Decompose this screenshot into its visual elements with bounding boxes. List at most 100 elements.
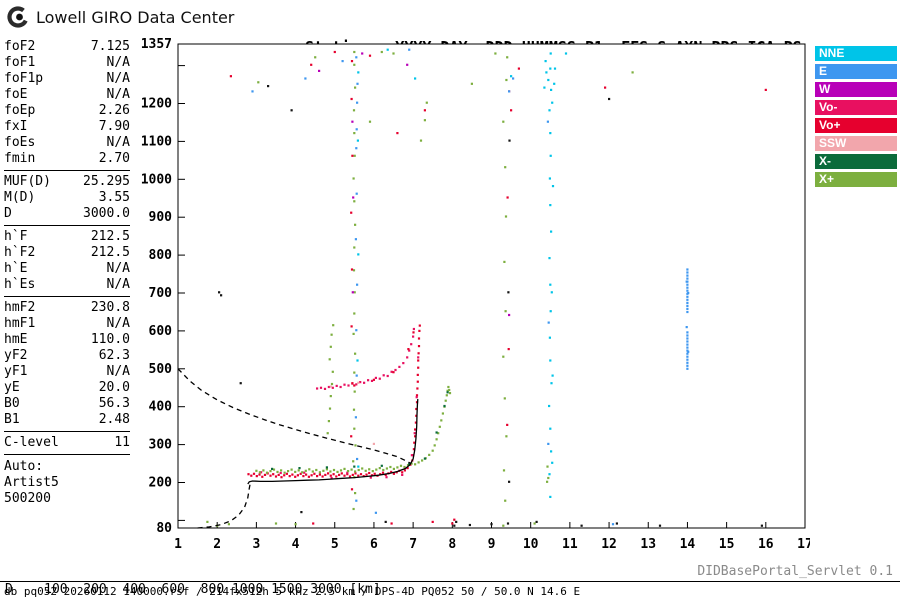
- parameter-label: foEs: [4, 135, 36, 150]
- parameter-value: 25.295: [83, 174, 130, 189]
- x-axis-label: 11: [562, 537, 578, 552]
- parameter-label: h`F2: [4, 245, 36, 260]
- series-rfi-5.5-green: [352, 50, 357, 511]
- parameter-hme: hmE 110.0: [4, 332, 130, 348]
- series-green-spread-4.9: [326, 324, 335, 435]
- series-noise-black: [218, 85, 763, 527]
- y-axis-label: 1357: [141, 37, 172, 52]
- legend-label: W: [819, 82, 831, 96]
- legend-label: X+: [819, 172, 835, 186]
- parameter-hes: h`Es N/A: [4, 277, 130, 293]
- x-axis-label: 13: [640, 537, 656, 552]
- parameter-hf: h`F 212.5: [4, 229, 130, 245]
- parameter-value: 62.3: [98, 348, 130, 363]
- x-axis: 1 2 3 4 5 6 7 8 9 10 11 12 13 14 15 16 17: [174, 522, 810, 552]
- d-row: D 100 200 400 600 800 1000 1500 3000 [km…: [5, 582, 381, 597]
- x-axis-label: 14: [680, 537, 696, 552]
- legend-item-ssw: SSW: [815, 136, 897, 151]
- parameter-label: foEp: [4, 103, 36, 118]
- series-rfi-10.5-green: [546, 465, 550, 483]
- parameter-value: 20.0: [98, 380, 130, 395]
- parameter-value: N/A: [106, 135, 130, 150]
- series-noise-green: [206, 50, 634, 527]
- parameter-yf1: yF1 N/A: [4, 364, 130, 380]
- parameter-ye: yE 20.0: [4, 380, 130, 396]
- series-noise-cyan: [386, 48, 568, 80]
- series-rfi-10.5-blue: [546, 120, 550, 445]
- series-rfi-10.5-cyan: [543, 52, 557, 498]
- parameter-value: 56.3: [98, 396, 130, 411]
- parameter-label: hmE: [4, 332, 28, 347]
- auto-label: Auto:: [4, 459, 44, 474]
- parameter-fof1p: foF1p N/A: [4, 71, 130, 87]
- x-axis-label: 3: [252, 537, 260, 552]
- legend-item-e: E: [815, 64, 897, 79]
- parameter-fmin: fmin 2.70: [4, 151, 130, 167]
- legend-item-w: W: [815, 82, 897, 97]
- parameter-foep: foEp 2.26: [4, 103, 130, 119]
- parameter-value: 3000.0: [83, 206, 130, 221]
- series-noise-pink: [329, 381, 375, 445]
- parameter-clevel: C-level 11: [4, 435, 130, 451]
- y-axis-label: 500: [149, 362, 173, 377]
- parameter-value: 2.26: [98, 103, 130, 118]
- parameter-value: 212.5: [90, 245, 130, 260]
- parameter-label: yE: [4, 380, 20, 395]
- parameter-hmf2: hmF2 230.8: [4, 300, 130, 316]
- series-o-trace-2nd-order-red: [353, 331, 415, 387]
- servlet-version: DIDBasePortal_Servlet 0.1: [697, 564, 893, 579]
- parameter-label: h`Es: [4, 277, 36, 292]
- brand-title: Lowell GIRO Data Center: [36, 7, 235, 27]
- parameter-b1: B1 2.48: [4, 412, 130, 428]
- parameter-value: 212.5: [90, 229, 130, 244]
- y-axis-label: 1200: [141, 97, 172, 112]
- parameter-label: yF1: [4, 364, 28, 379]
- y-axis-label: 1100: [141, 134, 172, 149]
- parameter-value: 110.0: [90, 332, 130, 347]
- parameter-fxi: fxI 7.90: [4, 119, 130, 135]
- y-axis-label: 80: [156, 521, 172, 536]
- parameter-value: 3.55: [98, 190, 130, 205]
- parameter-label: foF2: [4, 39, 36, 54]
- auto-scaling-block: Auto: Artist5 500200: [4, 459, 130, 507]
- parameter-value: 230.8: [90, 300, 130, 315]
- x-axis-label: 12: [601, 537, 617, 552]
- parameter-group-1: MUF(D) 25.295 M(D) 3.55 D 3000.0: [4, 173, 130, 226]
- parameter-fof1: foF1 N/A: [4, 55, 130, 71]
- parameter-label: fmin: [4, 151, 36, 166]
- series-rfi-5.5-blue: [354, 56, 359, 502]
- legend-label: Vo-: [819, 100, 838, 114]
- y-axis: 1357 1200 1100 1000 900 800 700 600 500 400 300 200…: [141, 37, 185, 536]
- parameter-he: h`E N/A: [4, 261, 130, 277]
- legend-item-x: X+: [815, 172, 897, 187]
- series-rfi-5.5-magenta: [351, 120, 355, 294]
- status-text: db pq052 20260112 140000.rsf / 214fx512h…: [4, 585, 581, 598]
- parameter-hf2: h`F2 212.5: [4, 245, 130, 261]
- status-bar: db pq052 20260112 140000.rsf / 214fx512h…: [0, 581, 900, 598]
- x-axis-label: 2: [213, 537, 221, 552]
- plot-frame: [177, 43, 806, 529]
- series-rfi-5.5-cyan: [356, 71, 360, 468]
- parameter-foe: foE N/A: [4, 87, 130, 103]
- parameter-value: N/A: [106, 55, 130, 70]
- x-axis-label: 8: [448, 537, 456, 552]
- parameter-foes: foEs N/A: [4, 135, 130, 151]
- auto-version: 500200: [4, 491, 51, 506]
- parameter-hmf1: hmF1 N/A: [4, 316, 130, 332]
- parameter-value: 11: [114, 435, 130, 450]
- series-x-trace-dark: [271, 391, 449, 470]
- curve-profile-solid: [247, 399, 419, 485]
- y-axis-label: 900: [149, 210, 173, 225]
- legend-item-vo: Vo-: [815, 100, 897, 115]
- parameter-value: N/A: [106, 261, 130, 276]
- parameter-label: C-level: [4, 435, 59, 450]
- x-axis-label: 1: [174, 537, 182, 552]
- parameter-label: foF1p: [4, 71, 44, 86]
- lowell-giro-logo-icon: [7, 6, 29, 28]
- legend-item-x: X-: [815, 154, 897, 169]
- parameter-group-2: h`F 212.5 h`F2 212.5 h`E N/A h`Es N/A: [4, 228, 130, 297]
- x-axis-label: 17: [797, 537, 810, 552]
- series-noise-red: [229, 50, 767, 525]
- parameter-md: M(D) 3.55: [4, 190, 130, 206]
